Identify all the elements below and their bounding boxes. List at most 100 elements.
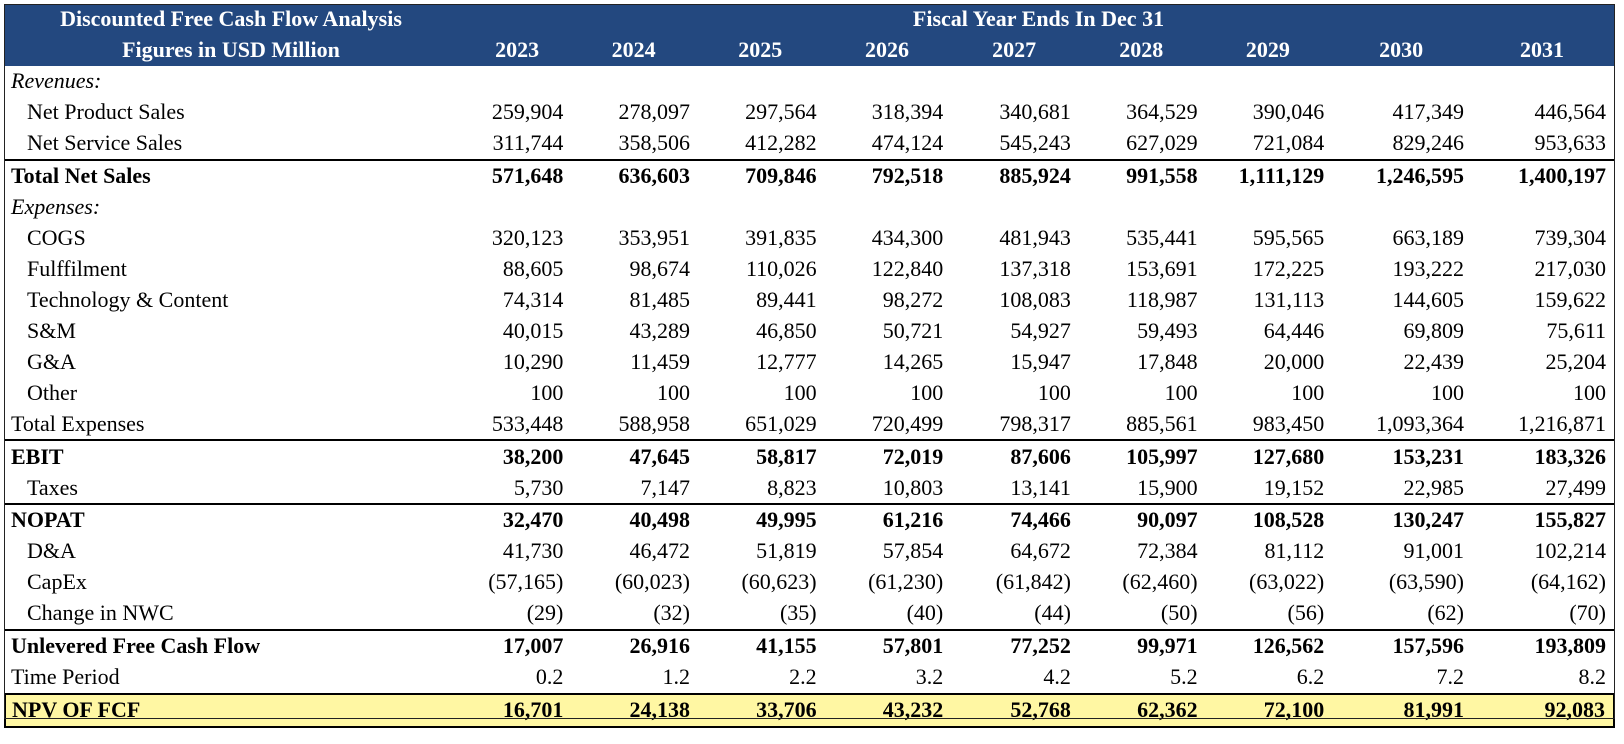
value-cell: 38,200 xyxy=(464,439,572,473)
year-header: 2025 xyxy=(697,34,825,66)
row-label: CapEx xyxy=(27,569,87,595)
row-label: Unlevered Free Cash Flow xyxy=(5,628,465,662)
value-cell: (61,230) xyxy=(868,569,944,595)
value-cell: 8,823 xyxy=(767,474,817,500)
value-cell: 15,947 xyxy=(1010,348,1071,374)
value-cell: 12,777 xyxy=(756,348,817,374)
empty-cell xyxy=(951,192,1079,223)
value-cell: 318,394 xyxy=(871,99,944,125)
table-row-ufcf: Unlevered Free Cash Flow 17,007 26,916 41,1… xyxy=(5,628,1614,662)
value-cell: 72,019 xyxy=(824,439,952,473)
empty-cell xyxy=(571,192,698,223)
year-header: 2029 xyxy=(1205,34,1333,66)
value-cell: 663,189 xyxy=(1392,225,1465,251)
value-cell: 358,506 xyxy=(618,130,690,156)
section-label: Expenses: xyxy=(11,194,101,220)
empty-cell xyxy=(698,192,825,223)
section-row-expenses: Expenses: xyxy=(5,192,1614,223)
value-cell: 98,674 xyxy=(629,255,690,281)
table-title: Discounted Free Cash Flow Analysis xyxy=(5,4,465,35)
value-cell: 110,026 xyxy=(745,255,817,281)
value-cell: 90,097 xyxy=(1078,503,1206,536)
value-cell: 46,472 xyxy=(629,538,690,564)
value-cell: (50) xyxy=(1160,600,1198,626)
value-cell: 720,499 xyxy=(871,410,944,436)
value-cell: (62,460) xyxy=(1122,569,1198,595)
value-cell: 311,744 xyxy=(492,130,564,156)
year-header: 2024 xyxy=(571,34,698,66)
value-cell: 22,985 xyxy=(1403,474,1465,500)
row-label: Time Period xyxy=(11,664,120,690)
value-cell: 41,730 xyxy=(502,538,564,564)
value-cell: 20,000 xyxy=(1263,348,1325,374)
value-cell: 446,564 xyxy=(1534,99,1607,125)
row-label: Change in NWC xyxy=(27,600,174,626)
empty-cell xyxy=(1332,66,1472,97)
dcf-table: Discounted Free Cash Flow Analysis Fisca… xyxy=(4,4,1615,728)
value-cell: 52,768 xyxy=(951,692,1079,728)
empty-cell xyxy=(951,66,1079,97)
value-cell: 49,995 xyxy=(697,503,825,536)
value-cell: 100 xyxy=(783,379,817,405)
value-cell: 217,030 xyxy=(1534,255,1607,281)
empty-cell xyxy=(571,66,698,97)
value-cell: 391,835 xyxy=(745,225,817,251)
value-cell: (32) xyxy=(653,600,690,626)
value-cell: 364,529 xyxy=(1126,99,1198,125)
value-cell: 40,015 xyxy=(502,317,564,343)
header-row-title: Discounted Free Cash Flow Analysis Fisca… xyxy=(5,4,1614,35)
value-cell: 278,097 xyxy=(618,99,690,125)
value-cell: 0.2 xyxy=(535,664,564,690)
value-cell: 157,596 xyxy=(1332,628,1473,662)
row-label: Net Product Sales xyxy=(27,99,185,125)
value-cell: (60,023) xyxy=(614,569,690,595)
value-cell: 100 xyxy=(1164,379,1198,405)
table-row-tech-content: Technology & Content 74,314 81,485 89,441 98… xyxy=(5,284,1614,315)
table-row-net-product-sales: Net Product Sales 259,904 278,097 297,564 31… xyxy=(5,97,1614,128)
units-label: Figures in USD Million xyxy=(5,34,465,66)
value-cell: 102,214 xyxy=(1534,538,1607,564)
value-cell: 983,450 xyxy=(1252,410,1325,436)
value-cell: 259,904 xyxy=(491,99,564,125)
table-row-cogs: COGS 320,123 353,951 391,835 434,300 481,943 5… xyxy=(5,223,1614,254)
value-cell: 57,801 xyxy=(824,628,952,662)
value-cell: 62,362 xyxy=(1078,692,1206,728)
table-row-npv: NPV OF FCF 16,701 24,138 33,706 43,232 52,768… xyxy=(4,692,1615,728)
value-cell: 8.2 xyxy=(1578,664,1607,690)
table-row-total-expenses: Total Expenses 533,448 588,958 651,029 720,4… xyxy=(5,408,1614,440)
value-cell: 1,400,197 xyxy=(1472,158,1614,192)
year-header: 2031 xyxy=(1472,34,1614,66)
value-cell: 126,562 xyxy=(1205,628,1333,662)
empty-cell xyxy=(825,66,952,97)
value-cell: 571,648 xyxy=(464,158,572,192)
value-cell: 43,232 xyxy=(824,692,952,728)
value-cell: 412,282 xyxy=(745,130,817,156)
year-header: 2023 xyxy=(464,34,572,66)
value-cell: 155,827 xyxy=(1472,503,1614,536)
table-row-sm: S&M 40,015 43,289 46,850 50,721 54,927 59,493 6… xyxy=(5,315,1614,346)
value-cell: 122,840 xyxy=(871,255,944,281)
value-cell: 51,819 xyxy=(756,538,817,564)
value-cell: 77,252 xyxy=(951,628,1079,662)
row-label: NOPAT xyxy=(5,503,465,536)
value-cell: 709,846 xyxy=(697,158,825,192)
value-cell: 74,314 xyxy=(502,286,564,312)
value-cell: 64,672 xyxy=(1010,538,1071,564)
value-cell: 193,809 xyxy=(1472,628,1614,662)
value-cell: (57,165) xyxy=(488,569,564,595)
empty-cell xyxy=(1332,192,1472,223)
row-label: Other xyxy=(27,379,78,405)
value-cell: 100 xyxy=(1291,379,1325,405)
value-cell: 11,459 xyxy=(630,348,690,374)
value-cell: 153,691 xyxy=(1126,255,1198,281)
table-row-net-service-sales: Net Service Sales 311,744 358,506 412,282 47… xyxy=(5,128,1614,160)
table-row-capex: CapEx (57,165) (60,023) (60,623) (61,230) (61… xyxy=(5,567,1614,598)
value-cell: 59,493 xyxy=(1137,317,1198,343)
row-label: Net Service Sales xyxy=(27,130,183,156)
value-cell: 17,848 xyxy=(1137,348,1198,374)
table-row-taxes: Taxes 5,730 7,147 8,823 10,803 13,141 15,900 19… xyxy=(5,472,1614,504)
value-cell: (64,162) xyxy=(1530,569,1606,595)
empty-cell xyxy=(698,66,825,97)
value-cell: 1,246,595 xyxy=(1332,158,1473,192)
value-cell: 108,083 xyxy=(999,286,1071,312)
